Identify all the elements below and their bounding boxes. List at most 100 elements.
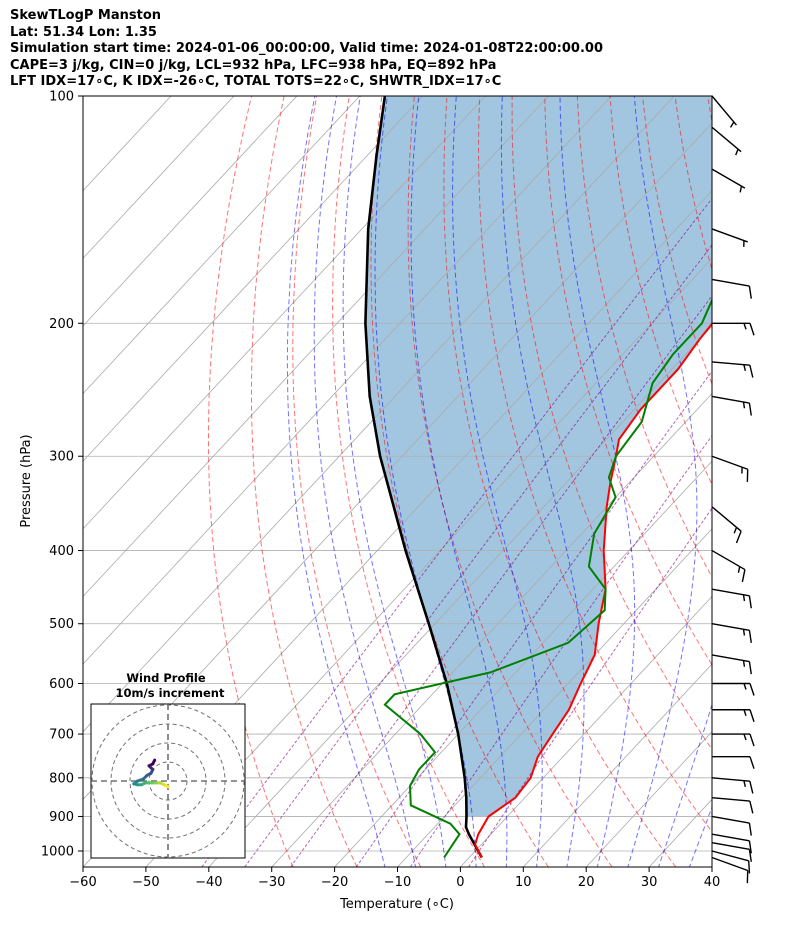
stability-indices: LFT IDX=17∘C, K IDX=-26∘C, TOTAL TOTS=22… [10, 74, 502, 89]
isotherm-line [83, 96, 486, 530]
wind-barb [711, 797, 754, 814]
wind-barb [711, 654, 752, 675]
dewpoint-line [383, 297, 712, 859]
y-tick-label: 400 [49, 544, 74, 559]
mixing-ratio-lines [201, 197, 712, 867]
y-tick-label: 600 [49, 677, 74, 692]
y-axis-label: Pressure (hPa) [19, 434, 34, 527]
moist-adiabat-line [286, 96, 386, 867]
wind-barb [711, 549, 746, 583]
y-axis: 1000 900 800 700 600 500 400 300 200 100 [41, 90, 83, 860]
y-tick-label: 900 [49, 810, 74, 825]
isotherm-lines [83, 96, 712, 867]
wind-barb [711, 777, 754, 794]
dry-adiabat-line [443, 96, 677, 867]
y-tick-label: 1000 [41, 845, 74, 860]
mixing-ratio-line [290, 295, 712, 867]
dry-adiabat-line [208, 96, 294, 867]
isotherm-line [397, 528, 712, 867]
wind-barb [711, 168, 746, 193]
x-tick-label: −60 [69, 875, 96, 890]
y-tick-label: 700 [49, 728, 74, 743]
wind-barb [712, 755, 755, 769]
wind-barb [711, 395, 752, 416]
wind-barb [711, 833, 752, 854]
moist-adiabat-line [688, 805, 712, 867]
plot-area [83, 96, 794, 867]
x-tick-label: −20 [321, 875, 348, 890]
x-tick-label: 10 [515, 875, 532, 890]
dry-adiabat-line [544, 96, 712, 666]
x-tick-label: 40 [704, 875, 721, 890]
temperature-line [474, 322, 712, 858]
y-tick-label: 100 [49, 90, 74, 105]
wind-barb [711, 361, 754, 378]
isotherm-line [83, 96, 298, 327]
cape-cin-levels: CAPE=3 j/kg, CIN=0 j/kg, LCL=932 hPa, LF… [10, 57, 497, 73]
y-tick-label: 800 [49, 771, 74, 786]
isotherm-line [208, 325, 712, 867]
moist-adiabat-line [657, 702, 712, 867]
mixing-ratio-line [244, 244, 712, 867]
hodograph-segment [151, 758, 157, 766]
x-tick-label: −10 [384, 875, 411, 890]
dry-adiabat-line [740, 96, 794, 867]
x-tick-label: −40 [195, 875, 222, 890]
wind-barb [711, 842, 752, 862]
wind-barb [711, 623, 752, 643]
wind-barb [711, 588, 752, 609]
moist-adiabat-line [342, 96, 447, 867]
dry-adiabat-line [707, 96, 712, 125]
x-tick-label: 30 [641, 875, 658, 890]
y-tick-label: 200 [49, 317, 74, 332]
mixing-ratio-line [468, 507, 712, 867]
isotherm-line [83, 96, 675, 733]
isotherm-line [83, 96, 361, 395]
moist-adiabat-line [451, 96, 543, 867]
wind-barb [711, 95, 737, 128]
wind-barb [712, 709, 755, 722]
isotherm-line [523, 663, 712, 867]
parcel-profile-line [364, 96, 483, 859]
dry-adiabat-line [477, 96, 712, 833]
isotherm-line [83, 96, 235, 259]
moist-adiabat-lines [286, 96, 712, 867]
isotherm-line [83, 96, 549, 598]
dry-adiabat-line [773, 96, 794, 867]
x-tick-label: −50 [132, 875, 159, 890]
hodograph-trace [132, 758, 170, 789]
y-tick-label: 300 [49, 450, 74, 465]
wind-barb [712, 322, 755, 336]
wind-barb [712, 733, 755, 747]
wind-barb [711, 126, 742, 156]
wind-barb [711, 815, 752, 836]
hodograph-subtitle: 10m/s increment [116, 686, 225, 700]
isotherm-line [334, 460, 712, 867]
simulation-times: Simulation start time: 2024-01-06_00:00:… [10, 41, 603, 56]
x-tick-label: 20 [578, 875, 595, 890]
wind-barbs [711, 95, 755, 884]
wind-barb [712, 682, 755, 696]
isotherm-line [585, 731, 712, 867]
isotherm-line [83, 96, 423, 462]
wind-barb [711, 850, 751, 874]
isotherm-line [83, 96, 612, 665]
hodograph-inset: Wind Profile 10m/s increment [90, 671, 246, 859]
hodograph-title: Wind Profile [126, 671, 206, 685]
station-title: SkewTLogP Manston [10, 8, 162, 23]
moist-adiabat-line [627, 96, 698, 867]
wind-barb [711, 506, 742, 544]
station-coordinates: Lat: 51.34 Lon: 1.35 [10, 24, 157, 40]
moist-adiabat-line [500, 96, 585, 867]
isotherm-line [271, 392, 712, 867]
dry-adiabat-line [332, 96, 485, 867]
x-tick-label: 0 [456, 875, 464, 890]
y-tick-label: 500 [49, 617, 74, 632]
isotherm-line [460, 595, 712, 867]
chart-header: SkewTLogP Manston Lat: 51.34 Lon: 1.35 S… [10, 8, 603, 91]
x-axis: −60 −50 −40 −30 −20 −10 0 10 20 30 40 [69, 867, 720, 890]
dry-adiabat-line [251, 96, 358, 867]
moist-adiabat-line [559, 96, 636, 867]
wind-barb [711, 278, 752, 299]
